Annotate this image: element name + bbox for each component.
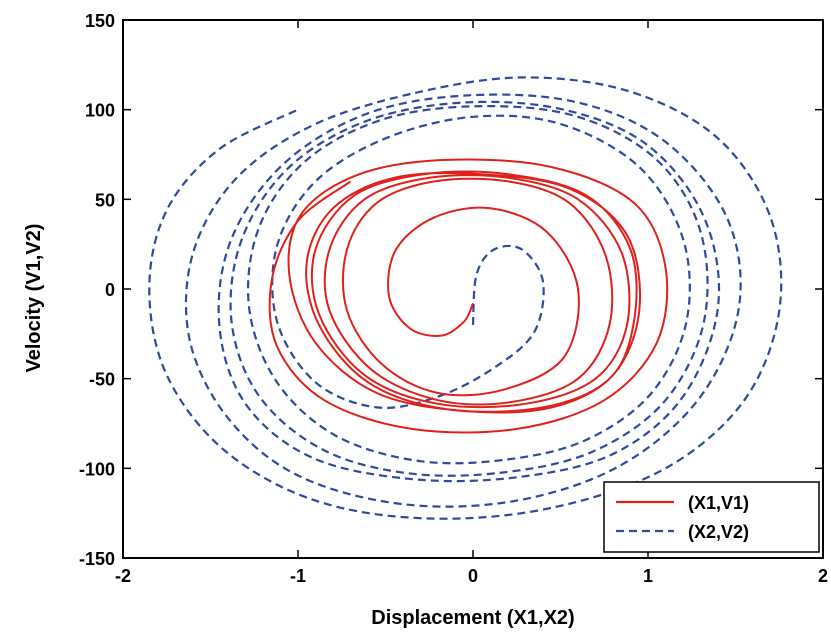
legend: (X1,V1) (X2,V2): [603, 481, 820, 553]
series-line-1: [268, 158, 669, 434]
x-axis-label: Displacement (X1,X2): [371, 607, 574, 629]
legend-label: (X2,V2): [688, 522, 749, 542]
x-tick-label: 1: [643, 566, 653, 586]
y-tick-label: -150: [79, 549, 115, 569]
x-tick-label: 2: [818, 566, 828, 586]
y-axis-label: Velocity (V1,V2): [23, 224, 45, 373]
y-tick-label: 150: [85, 11, 115, 31]
y-tick-label: 0: [105, 280, 115, 300]
y-tick-label: 50: [95, 190, 115, 210]
legend-label: (X1,V1): [688, 493, 749, 513]
x-tick-label: -1: [290, 566, 306, 586]
y-tick-label: 100: [85, 101, 115, 121]
y-tick-label: -50: [89, 370, 115, 390]
x-tick-label: 0: [468, 566, 478, 586]
series-line-2: [148, 76, 783, 520]
x-tick-label: -2: [115, 566, 131, 586]
legend-box: [603, 481, 820, 553]
y-tick-label: -100: [79, 459, 115, 479]
